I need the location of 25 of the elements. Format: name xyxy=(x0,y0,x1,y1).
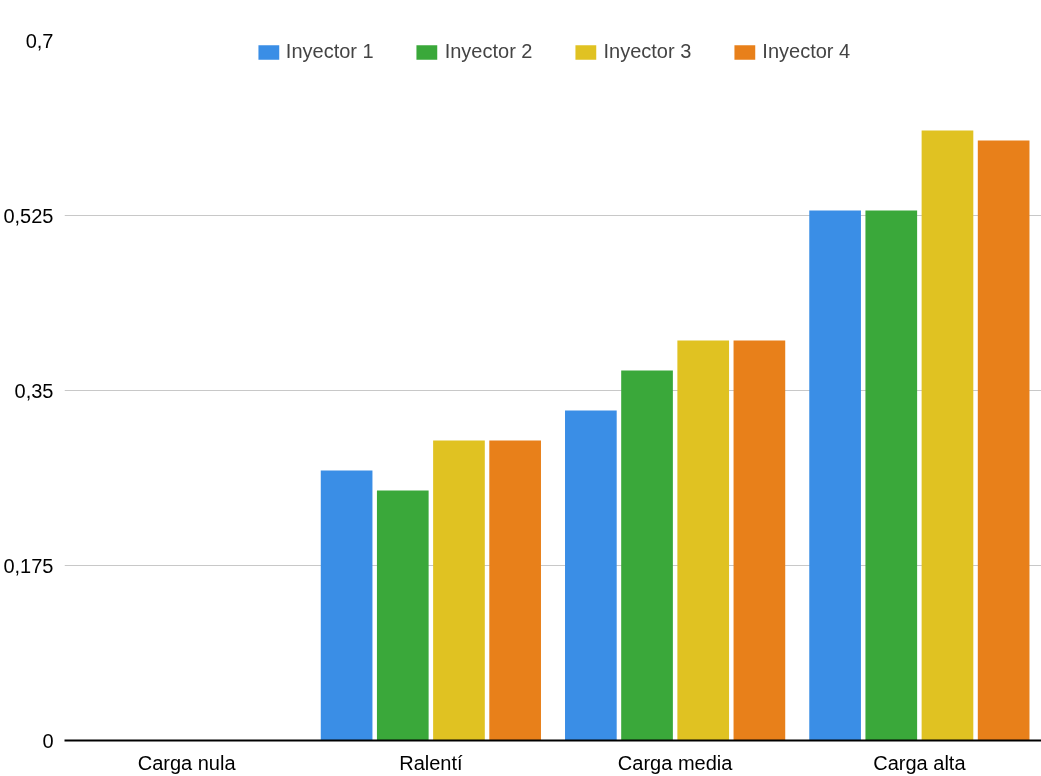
x-tick-label: Carga media xyxy=(617,751,734,774)
bar xyxy=(677,340,730,741)
bar xyxy=(489,440,541,741)
bar xyxy=(320,470,373,741)
x-tick-label: Carga alta xyxy=(873,751,967,774)
bar xyxy=(376,490,429,741)
y-tick-label: 0,175 xyxy=(3,554,54,577)
bar xyxy=(433,440,485,741)
bar xyxy=(733,340,786,741)
y-tick-label: 0,525 xyxy=(3,204,54,227)
y-tick-label: 0 xyxy=(42,729,54,752)
bar xyxy=(621,370,673,741)
bar xyxy=(921,130,974,741)
bar xyxy=(977,140,1030,741)
legend-label: Inyector 4 xyxy=(762,40,851,63)
bar xyxy=(565,410,617,741)
y-tick-label: 0,7 xyxy=(25,29,54,52)
legend-label: Inyector 3 xyxy=(603,40,692,63)
legend-label: Inyector 2 xyxy=(444,40,533,63)
y-tick-label: 0,35 xyxy=(14,379,54,402)
bar xyxy=(809,210,861,741)
x-tick-label: Carga nula xyxy=(137,751,237,774)
legend-label: Inyector 1 xyxy=(285,40,374,63)
bar xyxy=(865,210,918,741)
x-tick-label: Ralentí xyxy=(399,751,463,774)
